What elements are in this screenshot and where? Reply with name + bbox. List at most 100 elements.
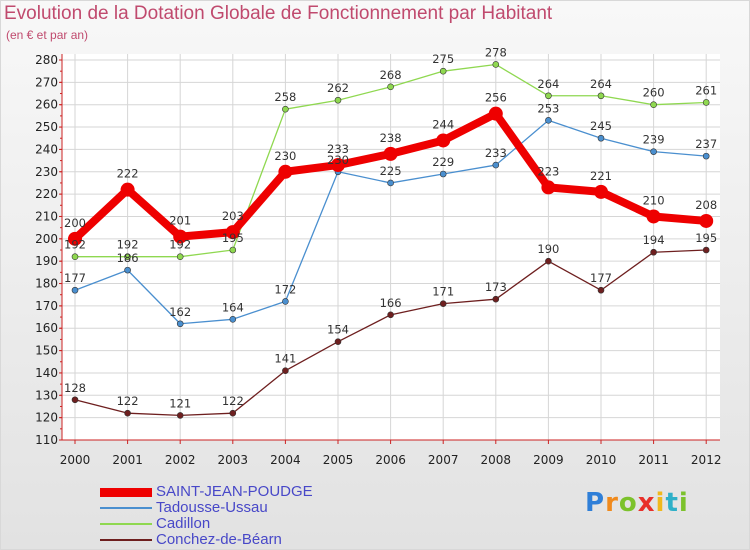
data-label: 208 bbox=[695, 198, 717, 212]
data-label: 237 bbox=[695, 137, 717, 151]
logo-letter: t bbox=[665, 488, 679, 518]
legend-swatch bbox=[100, 507, 152, 509]
logo-letter: x bbox=[637, 488, 656, 518]
data-label: 122 bbox=[222, 394, 244, 408]
data-label: 221 bbox=[590, 169, 612, 183]
x-tick-label: 2002 bbox=[165, 453, 196, 467]
y-tick-label: 270 bbox=[35, 75, 58, 89]
x-tick-label: 2012 bbox=[691, 453, 722, 467]
data-label: 264 bbox=[590, 77, 612, 91]
data-point bbox=[71, 286, 79, 294]
x-tick-label: 2003 bbox=[218, 453, 249, 467]
data-label: 154 bbox=[327, 323, 349, 337]
logo-letter: o bbox=[618, 488, 638, 518]
data-label: 256 bbox=[485, 91, 507, 105]
data-point bbox=[331, 158, 345, 173]
data-point bbox=[597, 134, 605, 142]
y-tick-label: 280 bbox=[35, 53, 58, 67]
data-label: 229 bbox=[432, 155, 454, 169]
data-label: 190 bbox=[537, 242, 559, 256]
data-label: 166 bbox=[380, 296, 402, 310]
data-label: 195 bbox=[695, 231, 717, 245]
data-label: 164 bbox=[222, 300, 244, 314]
data-label: 200 bbox=[64, 216, 86, 230]
x-tick-label: 2006 bbox=[375, 453, 406, 467]
legend-swatch bbox=[100, 523, 152, 525]
y-tick-label: 220 bbox=[35, 187, 58, 201]
data-point bbox=[383, 146, 398, 161]
data-point bbox=[334, 96, 342, 104]
logo-letter: i bbox=[655, 488, 666, 518]
data-label: 278 bbox=[485, 45, 507, 59]
data-label: 171 bbox=[432, 285, 454, 299]
data-point bbox=[650, 101, 657, 109]
legend-label: Cadillon bbox=[156, 515, 211, 532]
data-point bbox=[650, 148, 657, 155]
data-label: 141 bbox=[274, 352, 296, 366]
data-label: 253 bbox=[537, 101, 559, 115]
data-point bbox=[334, 338, 342, 345]
x-tick-label: 2004 bbox=[270, 453, 301, 467]
data-point bbox=[439, 67, 447, 75]
data-point bbox=[176, 412, 184, 419]
data-point bbox=[124, 409, 131, 417]
data-point bbox=[71, 396, 79, 404]
data-point bbox=[229, 246, 237, 254]
data-point bbox=[492, 61, 500, 68]
data-label: 194 bbox=[643, 233, 665, 247]
data-label: 186 bbox=[117, 251, 139, 265]
data-label: 275 bbox=[432, 52, 454, 66]
y-tick-label: 110 bbox=[35, 433, 58, 447]
y-tick-label: 200 bbox=[35, 232, 58, 246]
data-point bbox=[702, 246, 710, 254]
y-tick-label: 240 bbox=[35, 142, 58, 156]
data-label: 177 bbox=[590, 271, 612, 285]
data-point bbox=[124, 253, 131, 261]
data-point bbox=[229, 409, 237, 417]
data-point bbox=[646, 209, 661, 224]
chart-title: Evolution de la Dotation Globale de Fonc… bbox=[4, 3, 553, 24]
data-point bbox=[436, 133, 451, 148]
data-point bbox=[597, 286, 605, 294]
data-label: 192 bbox=[64, 238, 86, 252]
data-label: 262 bbox=[327, 81, 349, 95]
y-tick-label: 180 bbox=[35, 277, 58, 291]
y-tick-label: 150 bbox=[35, 344, 58, 358]
data-label: 245 bbox=[590, 119, 612, 133]
data-point bbox=[225, 225, 240, 240]
data-point bbox=[71, 253, 79, 261]
data-label: 239 bbox=[643, 133, 665, 147]
logo-letter: r bbox=[605, 488, 619, 518]
logo-letter: i bbox=[678, 488, 689, 518]
x-tick-label: 2010 bbox=[586, 453, 617, 467]
x-tick-label: 2009 bbox=[533, 453, 564, 467]
data-label: 172 bbox=[274, 282, 296, 296]
data-point bbox=[650, 248, 657, 256]
x-tick-label: 2001 bbox=[112, 453, 143, 467]
data-point bbox=[387, 311, 394, 319]
legend-label: SAINT-JEAN-POUDGE bbox=[156, 483, 313, 500]
data-label: 128 bbox=[64, 381, 86, 395]
data-point bbox=[702, 99, 710, 106]
y-tick-label: 250 bbox=[35, 120, 58, 134]
data-label: 268 bbox=[380, 68, 402, 82]
legend-swatch bbox=[100, 539, 152, 541]
x-tick-label: 2000 bbox=[60, 453, 91, 467]
data-label: 192 bbox=[169, 238, 191, 252]
data-point bbox=[439, 300, 447, 307]
data-point bbox=[387, 179, 394, 187]
data-point bbox=[173, 229, 188, 244]
data-label: 195 bbox=[222, 231, 244, 245]
line-chart: 1101201301401501601701801902002102202302… bbox=[35, 45, 722, 467]
data-point bbox=[545, 92, 552, 100]
proxiti-logo: Proxiti bbox=[585, 488, 689, 518]
data-point bbox=[387, 83, 394, 91]
y-tick-label: 230 bbox=[35, 165, 58, 179]
data-point bbox=[699, 213, 714, 228]
data-label: 173 bbox=[485, 280, 507, 294]
y-tick-label: 130 bbox=[35, 388, 58, 402]
x-tick-label: 2005 bbox=[323, 453, 354, 467]
y-tick-label: 190 bbox=[35, 254, 58, 268]
data-point bbox=[488, 106, 503, 121]
data-point bbox=[282, 367, 289, 375]
